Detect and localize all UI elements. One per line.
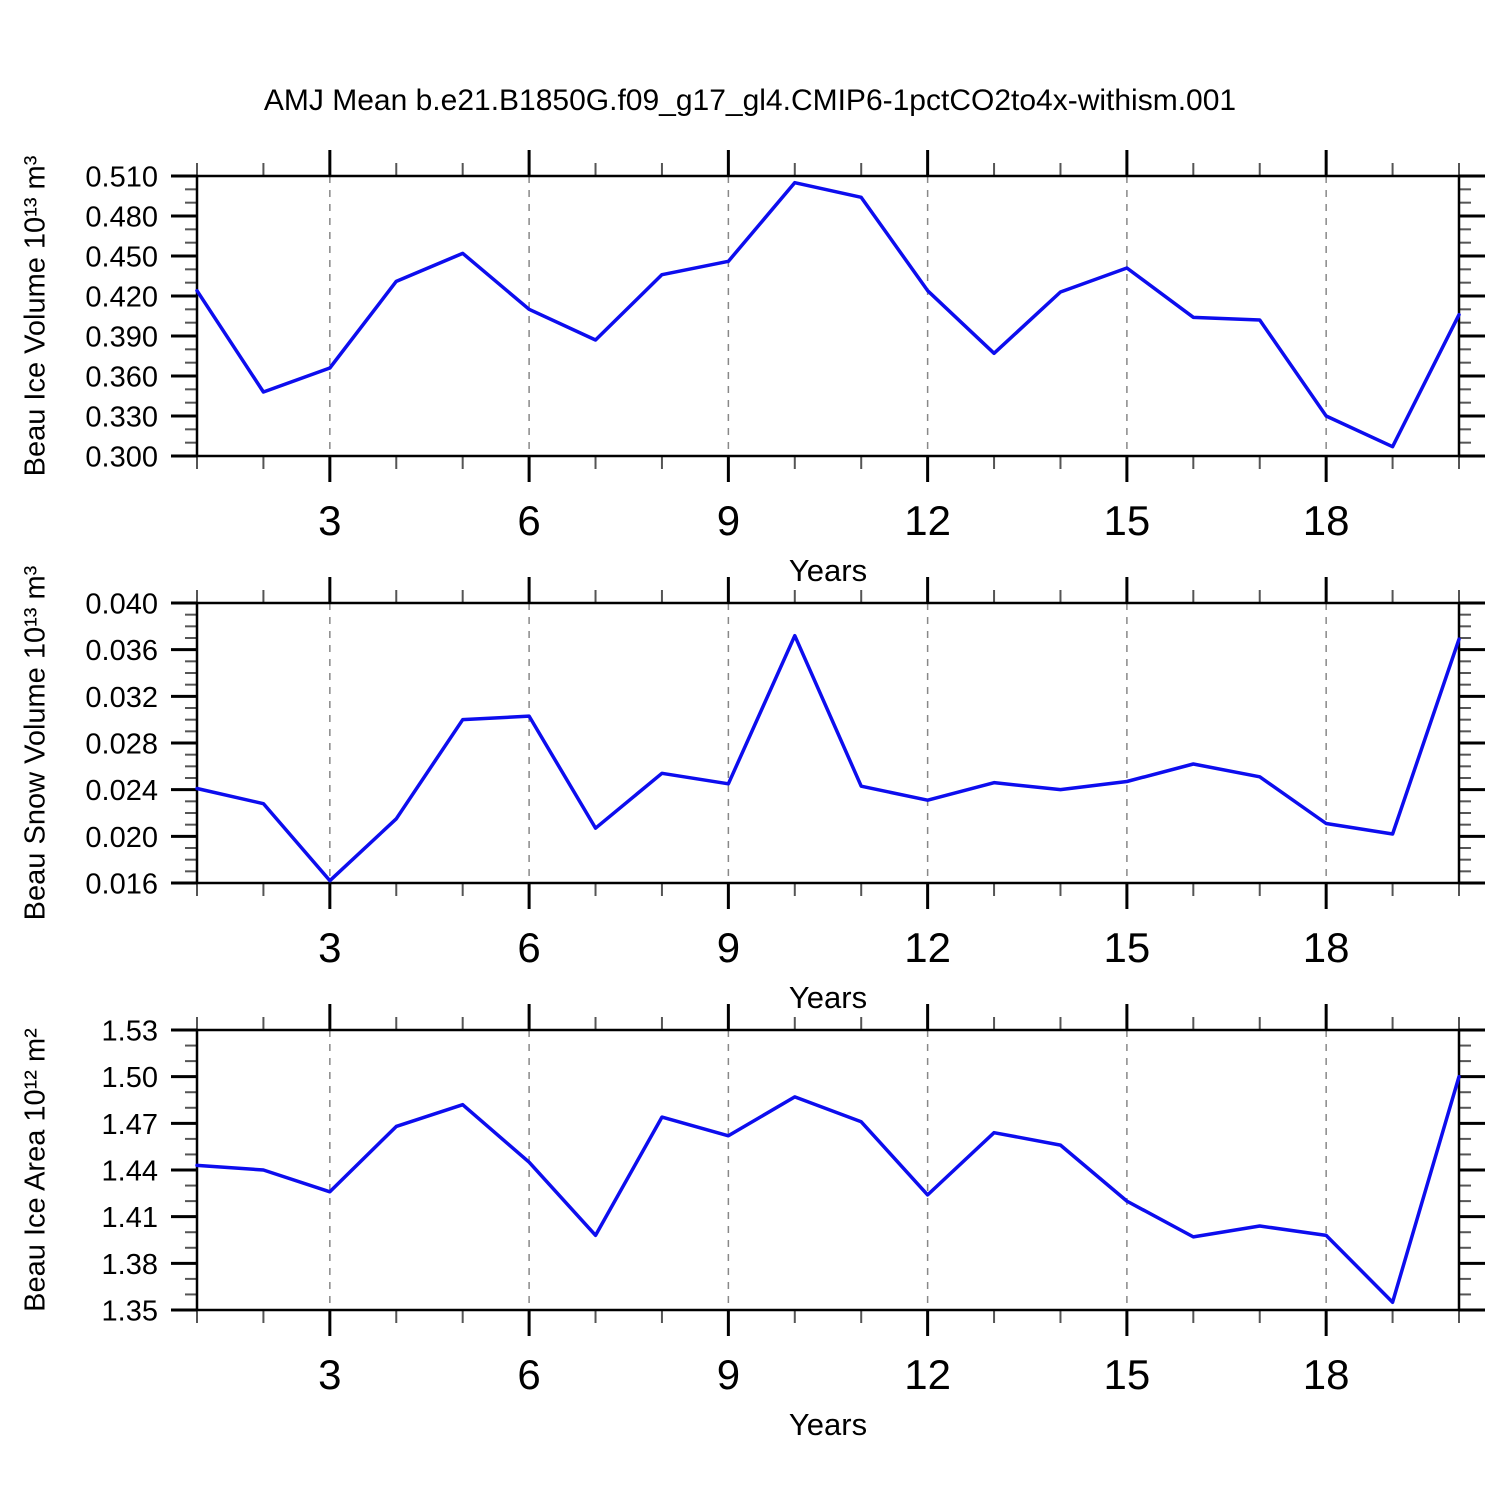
plot-frame bbox=[195, 601, 1461, 885]
y-tick-label: 0.420 bbox=[85, 281, 158, 313]
figure-title: AMJ Mean b.e21.B1850G.f09_g17_gl4.CMIP6-… bbox=[263, 84, 1237, 117]
y-ticks bbox=[171, 1028, 1485, 1312]
x-axis-label-years-middle: Years bbox=[788, 980, 868, 1015]
x-tick-label: 15 bbox=[1104, 1351, 1151, 1398]
y-tick-label: 0.036 bbox=[85, 635, 158, 667]
plot-frame bbox=[195, 1028, 1461, 1312]
x-tick-label: 15 bbox=[1104, 924, 1151, 971]
x-axis-label-years-top: Years bbox=[788, 553, 868, 588]
x-tick-label: 3 bbox=[318, 1351, 341, 1398]
y-tick-label: 1.53 bbox=[102, 1015, 158, 1047]
x-tick-labels: 3 6 9 12 15 18 bbox=[318, 924, 1349, 971]
x-tick-label: 6 bbox=[517, 924, 540, 971]
gridlines bbox=[329, 603, 1327, 883]
x-tick-label: 6 bbox=[517, 1351, 540, 1398]
y-tick-label: 0.300 bbox=[85, 441, 158, 473]
x-tick-label: 3 bbox=[318, 497, 341, 544]
y-ticks bbox=[171, 601, 1485, 885]
chart-panel-0: 0.300 0.330 0.360 0.390 0.420 0.450 0.480 0.510… bbox=[85, 150, 1485, 544]
y-tick-label: 0.024 bbox=[85, 775, 158, 807]
y-tick-label: 0.016 bbox=[85, 868, 158, 900]
y-tick-label: 0.510 bbox=[85, 161, 158, 193]
x-tick-label: 6 bbox=[517, 497, 540, 544]
x-tick-label: 18 bbox=[1303, 1351, 1350, 1398]
x-tick-labels: 3 6 9 12 15 18 bbox=[318, 497, 1349, 544]
data-line-series-0 bbox=[195, 180, 1461, 449]
x-axis-label-years-bottom: Years bbox=[788, 1407, 868, 1442]
y-axis-label-snow-volume: Beau Snow Volume 10¹³ m³ bbox=[19, 565, 52, 921]
y-tick-label: 1.44 bbox=[102, 1155, 158, 1187]
x-tick-label: 15 bbox=[1104, 497, 1151, 544]
y-tick-labels: 1.35 1.38 1.41 1.44 1.47 1.50 1.53 bbox=[102, 1015, 158, 1327]
y-tick-labels: 0.300 0.330 0.360 0.390 0.420 0.450 0.480 0.510 bbox=[85, 161, 158, 473]
y-tick-labels: 0.016 0.020 0.024 0.028 0.032 0.036 0.040 bbox=[85, 588, 158, 900]
plot-frame bbox=[195, 174, 1461, 458]
y-ticks bbox=[171, 174, 1485, 458]
x-ticks bbox=[196, 150, 1460, 482]
x-tick-label: 12 bbox=[904, 1351, 951, 1398]
x-tick-label: 12 bbox=[904, 924, 951, 971]
y-axis-label-ice-area: Beau Ice Area 10¹² m² bbox=[19, 1028, 52, 1312]
x-ticks bbox=[196, 577, 1460, 909]
x-ticks bbox=[196, 1004, 1460, 1336]
x-tick-label: 3 bbox=[318, 924, 341, 971]
y-tick-label: 0.020 bbox=[85, 822, 158, 854]
x-tick-label: 9 bbox=[717, 497, 740, 544]
y-tick-label: 1.50 bbox=[102, 1062, 158, 1094]
x-tick-label: 12 bbox=[904, 497, 951, 544]
data-line-series-2 bbox=[195, 1074, 1461, 1304]
y-tick-label: 0.330 bbox=[85, 401, 158, 433]
x-tick-label: 9 bbox=[717, 1351, 740, 1398]
data-line-series-1 bbox=[195, 633, 1461, 883]
chart-panel-1: 0.016 0.020 0.024 0.028 0.032 0.036 0.040 3 6 9 12… bbox=[85, 577, 1485, 971]
y-tick-label: 0.390 bbox=[85, 321, 158, 353]
y-tick-label: 0.480 bbox=[85, 201, 158, 233]
y-tick-label: 0.028 bbox=[85, 728, 158, 760]
y-tick-label: 0.450 bbox=[85, 241, 158, 273]
x-tick-label: 9 bbox=[717, 924, 740, 971]
y-axis-label-ice-volume: Beau Ice Volume 10¹³ m³ bbox=[19, 155, 52, 477]
y-tick-label: 0.360 bbox=[85, 361, 158, 393]
y-tick-label: 1.41 bbox=[102, 1202, 158, 1234]
x-tick-label: 18 bbox=[1303, 924, 1350, 971]
y-tick-label: 1.35 bbox=[102, 1295, 158, 1327]
x-tick-label: 18 bbox=[1303, 497, 1350, 544]
y-tick-label: 1.47 bbox=[102, 1109, 158, 1141]
gridlines bbox=[329, 1030, 1327, 1310]
y-tick-label: 0.040 bbox=[85, 588, 158, 620]
x-tick-labels: 3 6 9 12 15 18 bbox=[318, 1351, 1349, 1398]
chart-panel-2: 1.35 1.38 1.41 1.44 1.47 1.50 1.53 3 6 9 12 15 18 bbox=[102, 1004, 1485, 1398]
y-tick-label: 1.38 bbox=[102, 1249, 158, 1281]
gridlines bbox=[329, 176, 1327, 456]
y-tick-label: 0.032 bbox=[85, 682, 158, 714]
